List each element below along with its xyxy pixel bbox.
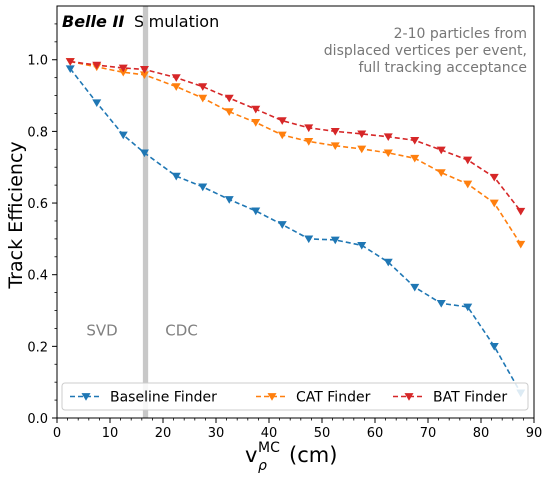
region-label-cdc: CDC	[165, 322, 198, 340]
series-2-point-16	[463, 180, 473, 189]
series-1-point-4	[139, 149, 149, 158]
x-tick-label-10: 10	[102, 426, 119, 441]
series-1-point-17	[489, 342, 499, 351]
series-2-point-12	[357, 145, 367, 154]
series-1-point-12	[357, 241, 367, 250]
series-3-point-3	[118, 64, 128, 73]
legend-box	[61, 382, 529, 411]
series-3-point-13	[383, 133, 393, 142]
x-axis-title-unit: (cm)	[289, 443, 337, 467]
series-3-point-4	[139, 66, 149, 74]
series-line-2	[70, 60, 522, 245]
series-2-point-14	[410, 154, 420, 163]
x-axis-title: v	[245, 443, 257, 467]
series-2-point-10	[304, 138, 314, 146]
series-1-point-8	[251, 207, 261, 216]
series-1-point-7	[224, 196, 234, 204]
brand-label: Belle II	[62, 12, 124, 31]
series-2-point-5	[171, 83, 181, 91]
series-2-point-13	[383, 149, 393, 158]
legend-marker-1	[81, 393, 91, 401]
legend-marker-3	[404, 393, 414, 401]
x-tick-label-80: 80	[473, 426, 490, 441]
x-axis-title-sub: ρ	[258, 458, 267, 474]
brand-name: Belle II	[62, 12, 124, 31]
series-2-point-15	[436, 169, 446, 177]
y-tick-label-2: 0.4	[27, 269, 48, 284]
x-tick-label-50: 50	[314, 426, 331, 441]
series-3-point-14	[410, 136, 420, 145]
series-2-point-3	[118, 68, 128, 77]
series-3-point-7	[224, 94, 234, 103]
x-tick-label-70: 70	[420, 426, 437, 441]
series-1-point-9	[277, 221, 287, 229]
series-2-point-7	[224, 108, 234, 116]
series-3-point-10	[304, 124, 314, 133]
series-2-point-8	[251, 119, 261, 127]
x-axis-title-main: v	[245, 443, 257, 467]
x-tick-label-40: 40	[261, 426, 278, 441]
series-3-point-11	[330, 128, 340, 136]
series-2-point-18	[516, 240, 526, 249]
series-3-point-12	[357, 130, 367, 139]
series-1-point-14	[410, 283, 420, 292]
series-3-point-15	[436, 146, 446, 155]
x-tick-label-90: 90	[526, 426, 543, 441]
series-1-point-3	[118, 131, 128, 140]
x-tick-label-60: 60	[367, 426, 384, 441]
region-label-svd: SVD	[86, 322, 117, 340]
series-line-3	[70, 60, 522, 212]
x-tick-label-0: 0	[53, 426, 61, 441]
series-3-point-8	[251, 105, 261, 114]
series-3-point-5	[171, 74, 181, 82]
series-line-1	[69, 68, 522, 394]
x-axis-title-sup: MC	[258, 440, 280, 456]
y-tick-label-4: 0.8	[27, 125, 48, 140]
series-3-point-18	[516, 207, 526, 216]
series-1-point-10	[304, 235, 314, 244]
annotation-line-1: 2-10 particles from	[394, 26, 527, 42]
x-tick-label-30: 30	[208, 426, 225, 441]
legend-label-1: Baseline Finder	[110, 390, 217, 406]
brand-suffix: Simulation	[134, 12, 219, 31]
series-1-point-16	[463, 303, 473, 312]
y-axis-title: Track Efficiency	[5, 141, 27, 289]
series-1-point-6	[198, 183, 208, 192]
series-1-point-13	[383, 258, 393, 267]
plot-frame	[56, 5, 535, 419]
series-2-point-11	[330, 142, 340, 150]
plot-area: SVD CDC 0 10 20 30 40 50 60 70 80 90 0.0 0.2 0.4 0.6 0.8…	[27, 5, 543, 441]
series-3-point-2	[92, 61, 102, 70]
y-tick-label-3: 0.6	[27, 197, 48, 212]
series-1-point-1	[65, 65, 75, 73]
x-tick-label-20: 20	[155, 426, 172, 441]
y-tick-label-5: 1.0	[27, 54, 48, 69]
annotation-line-3: full tracking acceptance	[359, 60, 528, 76]
legend-marker-2	[267, 393, 277, 401]
series-3-point-9	[277, 117, 287, 125]
series-1-point-11	[330, 236, 340, 245]
series-2-point-4	[139, 71, 149, 80]
series-3-point-16	[463, 156, 473, 165]
series-2-point-6	[198, 94, 208, 103]
y-tick-label-1: 0.2	[27, 340, 48, 355]
series-3-point-6	[198, 83, 208, 91]
series-1-point-5	[171, 172, 181, 181]
series-1-point-2	[92, 99, 102, 108]
legend-label-3: BAT Finder	[433, 390, 507, 406]
annotation-line-2: displaced vertices per event,	[324, 43, 527, 59]
series-2-point-17	[489, 199, 499, 208]
svd-cdc-boundary-band	[142, 6, 149, 418]
series-3-point-17	[489, 173, 499, 182]
legend-label-2: CAT Finder	[296, 390, 371, 406]
series-2-point-9	[277, 131, 287, 140]
y-tick-label-0: 0.0	[27, 412, 48, 427]
series-3-point-1	[65, 58, 75, 66]
series-1-point-15	[436, 299, 446, 308]
